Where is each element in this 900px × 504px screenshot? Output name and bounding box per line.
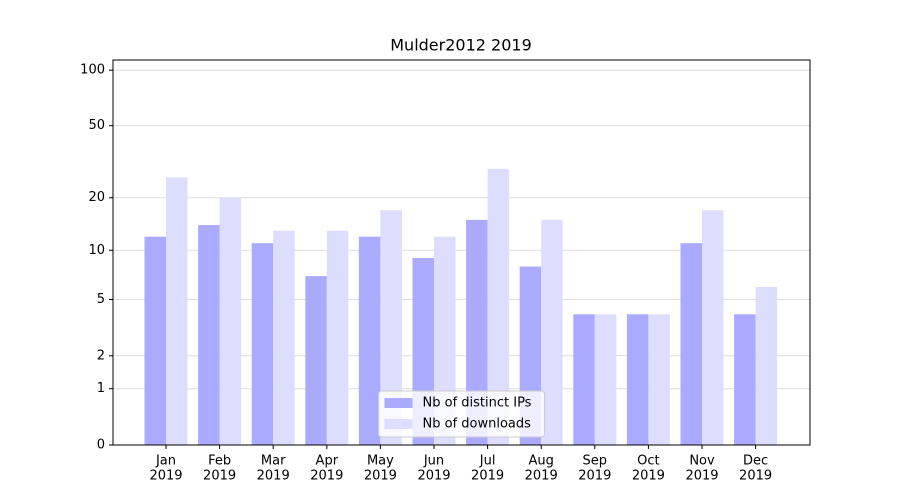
x-tick-label: 2019 xyxy=(257,469,290,484)
bar xyxy=(541,219,563,445)
bar xyxy=(734,314,756,445)
x-tick-label: 2019 xyxy=(417,469,450,484)
bar xyxy=(702,210,724,445)
bar xyxy=(755,286,778,445)
x-tick-label: May xyxy=(367,454,394,469)
bar xyxy=(626,314,649,445)
x-tick-label: Dec xyxy=(743,454,768,469)
bar xyxy=(219,197,242,445)
x-tick-label: 2019 xyxy=(739,469,772,484)
x-tick-label: Apr xyxy=(316,454,339,469)
x-tick-label: 2019 xyxy=(632,469,665,484)
legend-swatch xyxy=(384,419,413,429)
x-tick-label: 2019 xyxy=(203,469,236,484)
bar xyxy=(198,225,220,445)
bar xyxy=(273,230,295,445)
x-tick-label: Jul xyxy=(479,454,496,469)
bar xyxy=(487,168,510,445)
y-tick-label: 20 xyxy=(88,190,105,205)
plot-frame xyxy=(112,59,811,446)
x-tick-label: 2019 xyxy=(685,469,718,484)
x-tick-label: 2019 xyxy=(471,469,504,484)
legend-label: Nb of distinct IPs xyxy=(423,396,532,411)
bar xyxy=(648,314,670,445)
chart-title: Mulder2012 2019 xyxy=(390,36,532,55)
bar xyxy=(358,236,381,445)
x-tick-label: Oct xyxy=(637,454,659,469)
bar xyxy=(144,236,166,445)
y-tick-label: 2 xyxy=(97,348,105,363)
x-tick-label: Mar xyxy=(261,454,286,469)
x-tick-label: 2019 xyxy=(310,469,343,484)
x-tick-label: 2019 xyxy=(525,469,558,484)
x-tick-label: 2019 xyxy=(364,469,397,484)
bar xyxy=(573,314,595,445)
x-tick-label: Aug xyxy=(529,454,554,469)
y-tick-label: 5 xyxy=(97,292,105,307)
legend-swatch xyxy=(384,398,413,408)
x-tick-label: 2019 xyxy=(149,469,182,484)
bar xyxy=(466,219,488,445)
x-tick-label: Jun xyxy=(423,454,444,469)
y-tick-label: 100 xyxy=(80,63,105,78)
y-tick-label: 50 xyxy=(88,118,105,133)
x-tick-label: 2019 xyxy=(578,469,611,484)
bar xyxy=(594,314,617,445)
bar xyxy=(166,177,188,445)
legend-label: Nb of downloads xyxy=(423,417,532,432)
x-tick-label: Sep xyxy=(583,454,608,469)
legend-box xyxy=(378,390,545,438)
bar xyxy=(380,210,402,445)
bar xyxy=(305,276,327,445)
y-tick-label: 0 xyxy=(97,438,105,453)
x-tick-label: Jan xyxy=(155,454,176,469)
y-tick-label: 1 xyxy=(97,381,105,396)
bar xyxy=(326,230,349,445)
bar xyxy=(680,243,702,445)
y-tick-label: 10 xyxy=(88,243,105,258)
x-tick-label: Feb xyxy=(208,454,231,469)
x-tick-label: Nov xyxy=(689,454,715,469)
bar xyxy=(251,243,274,445)
